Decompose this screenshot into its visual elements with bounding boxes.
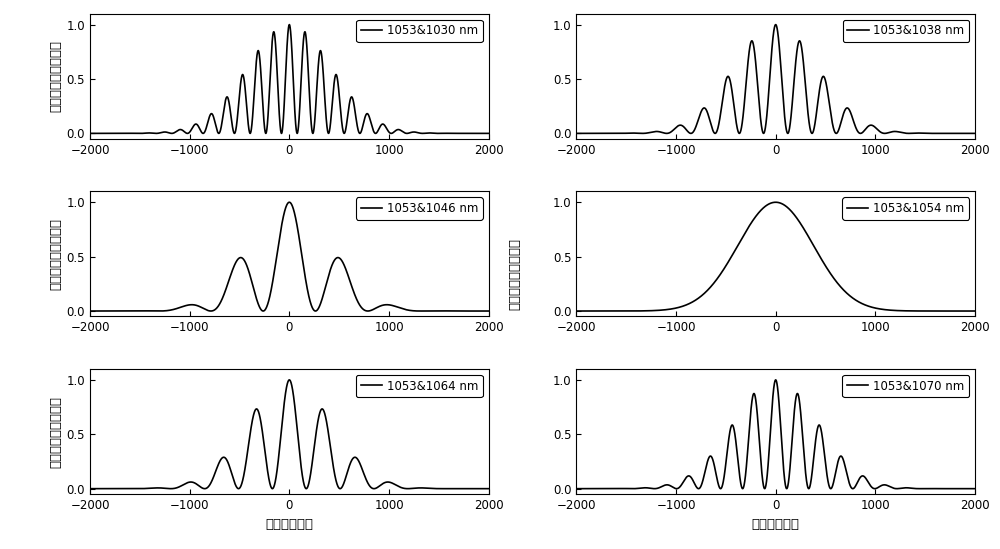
Text: 光强（归一化单位）: 光强（归一化单位） [509,238,522,311]
Legend: 1053&1046 nm: 1053&1046 nm [356,197,483,220]
Legend: 1053&1038 nm: 1053&1038 nm [843,20,969,42]
Y-axis label: 光强（归一化单位）: 光强（归一化单位） [49,218,62,290]
Legend: 1053&1070 nm: 1053&1070 nm [842,375,969,397]
Y-axis label: 光强（归一化单位）: 光强（归一化单位） [49,395,62,468]
X-axis label: 时间（飞秒）: 时间（飞秒） [265,518,313,530]
Legend: 1053&1054 nm: 1053&1054 nm [842,197,969,220]
X-axis label: 时间（飞秒）: 时间（飞秒） [752,518,800,530]
Legend: 1053&1064 nm: 1053&1064 nm [356,375,483,397]
Legend: 1053&1030 nm: 1053&1030 nm [356,20,483,42]
Y-axis label: 光强（归一化单位）: 光强（归一化单位） [49,40,62,113]
